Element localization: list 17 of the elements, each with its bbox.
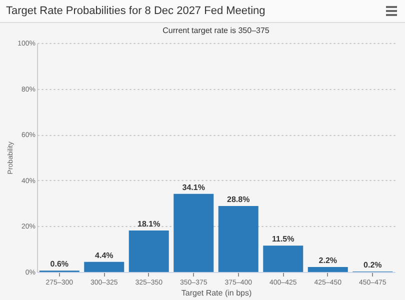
data-label: 34.1% — [182, 182, 205, 192]
chart-title: Target Rate Probabilities for 8 Dec 2027 Fed Meeting — [6, 5, 266, 17]
bar — [84, 262, 124, 272]
data-label: 4.4% — [95, 250, 114, 260]
bar — [218, 206, 258, 272]
data-label: 2.2% — [318, 256, 337, 265]
data-label: 0.2% — [364, 260, 382, 270]
x-axis-title: Target Rate (in bps) — [181, 288, 252, 298]
data-label: 28.8% — [227, 195, 250, 204]
data-label: 11.5% — [272, 234, 294, 244]
bar — [308, 266, 348, 272]
data-label: 18.1% — [138, 220, 160, 229]
bar — [128, 230, 169, 272]
bar — [174, 194, 214, 272]
data-label: 0.6% — [50, 260, 68, 269]
chart-subtitle: Current target rate is 350–375 — [162, 26, 270, 35]
bar — [263, 246, 304, 272]
